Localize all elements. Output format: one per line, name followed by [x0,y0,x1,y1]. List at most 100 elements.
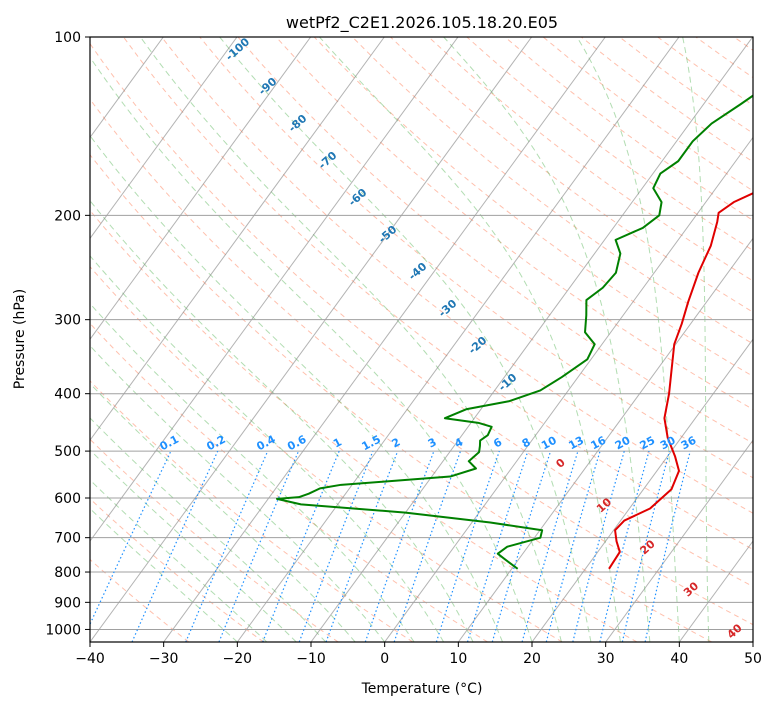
x-tick-label: −40 [75,651,105,667]
isotherm-line [90,37,238,240]
moist-adiabat-line [90,255,445,642]
isotherm-line [236,37,680,642]
mixing-ratio-line [621,450,671,642]
isotherm-line [90,37,459,542]
plot-frame [89,36,754,643]
dry-adiabat-label: -20 [466,334,490,357]
mixing-ratio-line [521,450,579,642]
x-tick-label: 20 [523,651,541,667]
isotherm-line [90,37,533,642]
mixing-ratio-line [364,450,435,642]
y-tick-label: 700 [54,531,81,547]
y-tick-label: 900 [54,595,81,611]
moist-adiabat-line [443,37,651,642]
temperature-line [608,192,753,570]
mixing-ratio-label: 13 [566,434,586,453]
moist-adiabat-label: 20 [638,537,658,557]
dry-adiabat-line [313,37,753,377]
moist-adiabat-line [576,37,680,642]
y-tick-label: 1000 [45,622,81,638]
dry-adiabat-line [161,37,753,514]
mixing-ratio-label: 1 [331,435,344,450]
isotherm-line [90,37,385,442]
mixing-ratio-label: 25 [638,434,658,453]
dry-adiabat-label: -60 [346,186,370,209]
mixing-ratio-label: 0.1 [158,433,181,454]
dry-adiabat-line [90,209,638,642]
mixing-ratio-label: 10 [539,434,559,453]
mixing-ratio-label: 0.6 [285,433,309,454]
isotherm-line [310,37,753,642]
dry-adiabat-label: -30 [436,297,460,320]
moist-adiabat-line [90,302,415,642]
dry-adiabat-line [90,558,190,642]
mixing-ratio-label: 20 [613,434,633,453]
x-tick-label: 0 [380,651,389,667]
isotherm-line [384,136,753,642]
isotherm-line [605,439,753,642]
moist-adiabat-label: 0 [553,456,568,471]
mixing-ratio-label: 36 [679,434,699,453]
isotherm-line [163,37,606,642]
dry-adiabat-label: -90 [256,75,280,98]
x-axis-label: Temperature (°C) [361,681,483,697]
mixing-ratio-line [466,450,529,642]
mixing-ratio-label: 4 [452,435,465,450]
x-tick-label: 50 [744,651,762,667]
mixing-ratio-line [599,450,650,642]
dry-adiabat-label: -80 [286,112,310,135]
isotherm-line [678,540,753,642]
y-tick-label: 800 [54,565,81,581]
mixing-ratio-line [262,450,340,642]
moist-adiabat-line [90,134,503,642]
mixing-ratio-line [491,450,552,642]
dry-adiabat-line [90,98,753,626]
dry-adiabat-line [237,37,753,444]
dry-adiabat-line [90,380,414,642]
moist-adiabat-line [90,199,474,642]
mixing-ratio-line [393,450,462,642]
moist-adiabat-label: 40 [725,621,745,641]
mixing-ratio-label: 1.5 [360,433,383,454]
mixing-ratio-label: 30 [658,434,678,453]
y-tick-label: 300 [54,313,81,329]
y-tick-label: 600 [54,491,81,507]
dry-adiabat-line [733,37,753,51]
moist-adiabat-line [140,37,562,642]
moist-adiabat-label: 30 [681,579,701,599]
dry-adiabat-line [352,37,753,345]
dry-adiabat-label: -50 [376,223,400,246]
dry-adiabat-label: -10 [496,371,520,394]
mixing-ratio-line [131,450,219,642]
y-tick-label: 200 [54,208,81,224]
isotherm-line [457,237,753,642]
x-tick-label: 10 [449,651,467,667]
dry-adiabat-line [90,153,712,642]
x-tick-label: −30 [149,651,179,667]
mixing-ratio-line [545,450,601,642]
dry-adiabat-label: -40 [406,260,430,283]
mixing-ratio-label: 0.4 [254,433,278,454]
moist-adiabat-line [90,382,356,642]
isotherm-line [90,37,312,341]
mixing-ratio-label: 0.2 [204,433,227,454]
mixing-ratio-label: 16 [589,434,609,453]
mixing-ratio-line [185,450,269,642]
moist-adiabat-line [219,37,592,642]
moist-adiabat-line [682,37,710,642]
x-tick-label: 40 [670,651,688,667]
y-tick-label: 100 [54,30,81,46]
dry-adiabat-line [90,322,488,642]
moist-adiabat-line [90,345,386,642]
mixing-ratio-line [218,450,300,642]
moist-adiabat-line [319,37,621,642]
isotherm-line [531,338,753,642]
moist-adiabat-line [90,507,238,642]
mixing-ratio-label: 3 [426,435,439,450]
dry-adiabat-line [199,37,753,479]
x-tick-label: −20 [223,651,253,667]
dry-adiabat-line [90,42,753,588]
y-tick-label: 500 [54,444,81,460]
mixing-ratio-line [435,450,500,642]
mixing-ratio-line [644,450,691,642]
